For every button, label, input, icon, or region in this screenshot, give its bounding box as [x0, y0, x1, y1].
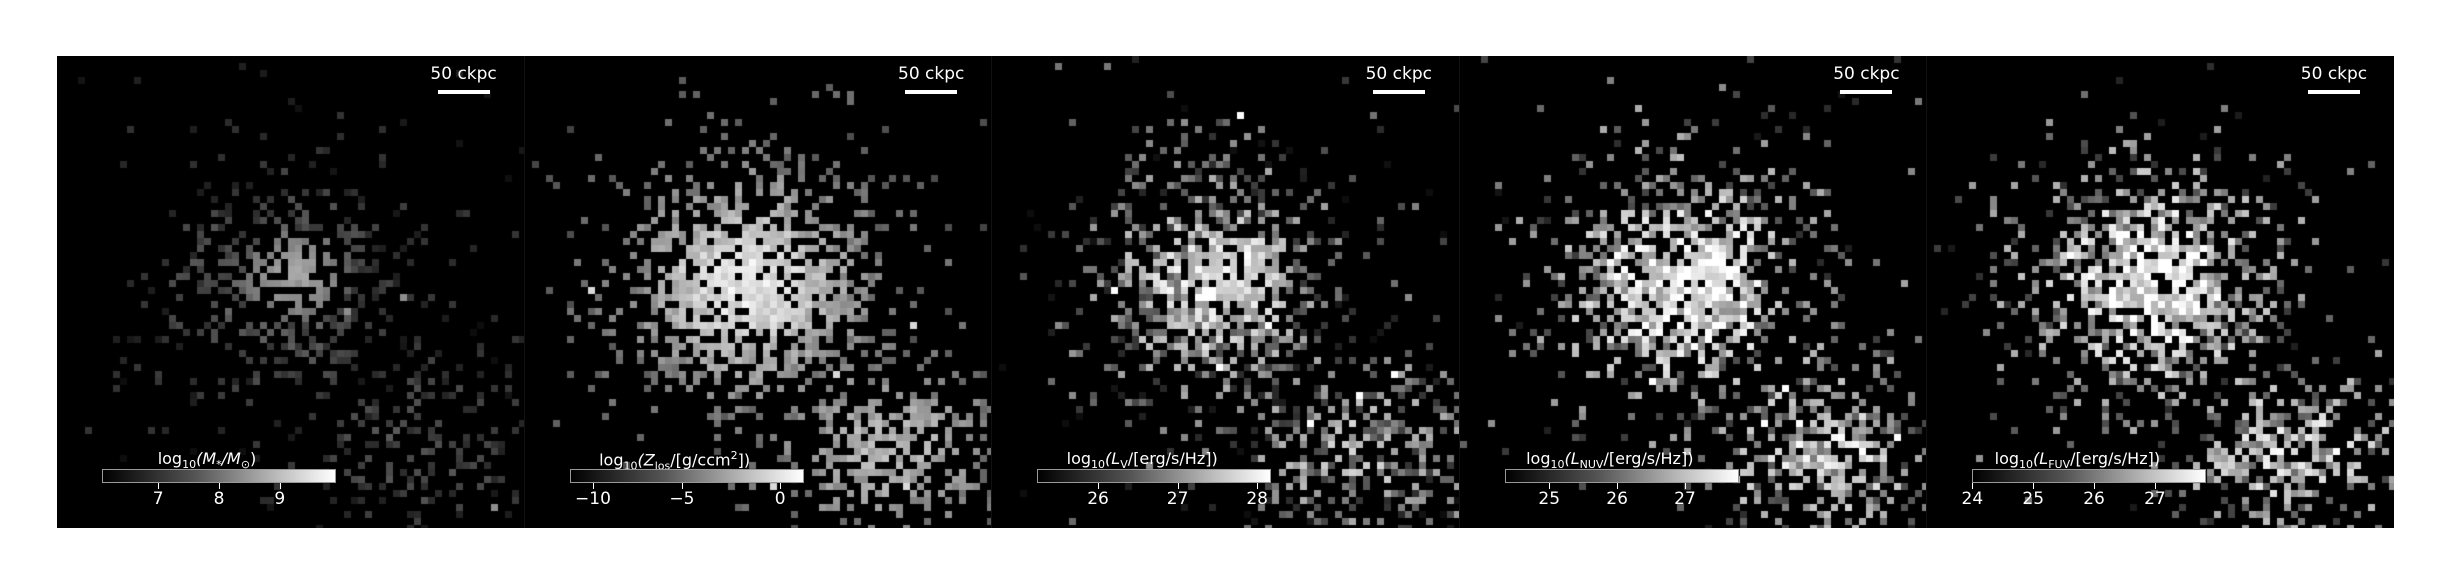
colorbar-label: log10(LFUV/[erg/s/Hz])	[1994, 449, 2161, 472]
colorbar-tick-label: 27	[1674, 489, 1696, 509]
scale-bar-label: 50 ckpc	[430, 64, 497, 84]
colorbar-tick-label: 7	[152, 489, 164, 509]
colorbar-tick-label: 27	[2144, 489, 2166, 509]
colorbar-tick-label: 8	[213, 489, 225, 509]
colorbar-tick-label: 26	[1087, 489, 1109, 509]
metallicity-panel: 50 ckpc log10(Zlos/[g/ccm2]) −10 −5 0	[524, 56, 993, 528]
scale-bar: 50 ckpc	[891, 64, 971, 94]
colorbar-tick-label: 26	[2083, 489, 2105, 509]
colorbar	[1972, 469, 2207, 483]
scale-bar-line	[437, 90, 490, 94]
scale-bar: 50 ckpc	[1359, 64, 1439, 94]
colorbar-tick	[592, 483, 594, 489]
scale-bar: 50 ckpc	[1826, 64, 1906, 94]
scale-bar: 50 ckpc	[424, 64, 504, 94]
colorbar-tick	[1177, 483, 1179, 489]
scale-bar: 50 ckpc	[2294, 64, 2374, 94]
colorbar-tick	[1972, 483, 1974, 489]
nuv-panel: 50 ckpc log10(LNUV/[erg/s/Hz]) 25 26 27	[1459, 56, 1928, 528]
colorbar-tick	[1617, 483, 1619, 489]
scale-bar-line	[905, 90, 958, 94]
scale-bar-label: 50 ckpc	[1365, 64, 1432, 84]
colorbar-label: log10(M*/M⊙)	[157, 449, 257, 472]
colorbar-tick-label: 9	[274, 489, 286, 509]
scale-bar-label: 50 ckpc	[2300, 64, 2368, 84]
v-band-map	[992, 56, 1459, 528]
colorbar-tick	[1684, 483, 1686, 489]
nuv-map	[1459, 56, 1927, 528]
colorbar-tick	[279, 483, 281, 489]
colorbar-tick-label: 25	[2022, 489, 2045, 509]
colorbar-tick	[1257, 483, 1259, 489]
colorbar-tick	[1549, 483, 1551, 489]
colorbar	[1037, 469, 1272, 483]
colorbar-tick-label: 26	[1606, 489, 1628, 509]
stellar-mass-map	[57, 56, 524, 528]
v-band-panel: 50 ckpc log10(LV/[erg/s/Hz]) 26 27 28	[992, 56, 1460, 528]
fuv-map	[1927, 56, 2394, 528]
scale-bar-label: 50 ckpc	[1833, 64, 1900, 84]
colorbar-tick-label: 25	[1538, 489, 1561, 509]
colorbar-tick-label: −10	[575, 489, 611, 509]
colorbar-tick	[1098, 483, 1100, 489]
colorbar-tick-label: 0	[774, 489, 786, 509]
colorbar-tick-label: 28	[1246, 489, 1268, 509]
fuv-panel: 50 ckpc log10(LFUV/[erg/s/Hz]) 24 25 26 27	[1927, 56, 2394, 528]
colorbar-tick	[780, 483, 782, 489]
colorbar-label: log10(LNUV/[erg/s/Hz])	[1526, 449, 1694, 472]
colorbar-tick-label: −5	[669, 489, 695, 509]
scale-bar-line	[2307, 90, 2360, 94]
colorbar-tick	[2154, 483, 2156, 489]
colorbar-tick	[681, 483, 683, 489]
scale-bar-line	[1372, 90, 1425, 94]
scale-bar-line	[1840, 90, 1893, 94]
colorbar-tick	[219, 483, 220, 489]
colorbar-tick	[2094, 483, 2096, 489]
metallicity-map	[524, 56, 992, 528]
colorbar-tick-label: 24	[1961, 489, 1984, 509]
colorbar-tick-label: 27	[1166, 489, 1189, 509]
colorbar-tick	[2033, 483, 2035, 489]
scale-bar-label: 50 ckpc	[898, 64, 965, 84]
colorbar-label: log10(LV/[erg/s/Hz])	[1066, 449, 1218, 472]
colorbar	[569, 469, 804, 483]
colorbar	[1504, 469, 1739, 483]
colorbar-tick	[158, 483, 160, 489]
stellar-mass-panel: 50 ckpc log10(M*/M⊙) 7 8 9	[57, 56, 525, 528]
colorbar	[102, 469, 336, 483]
